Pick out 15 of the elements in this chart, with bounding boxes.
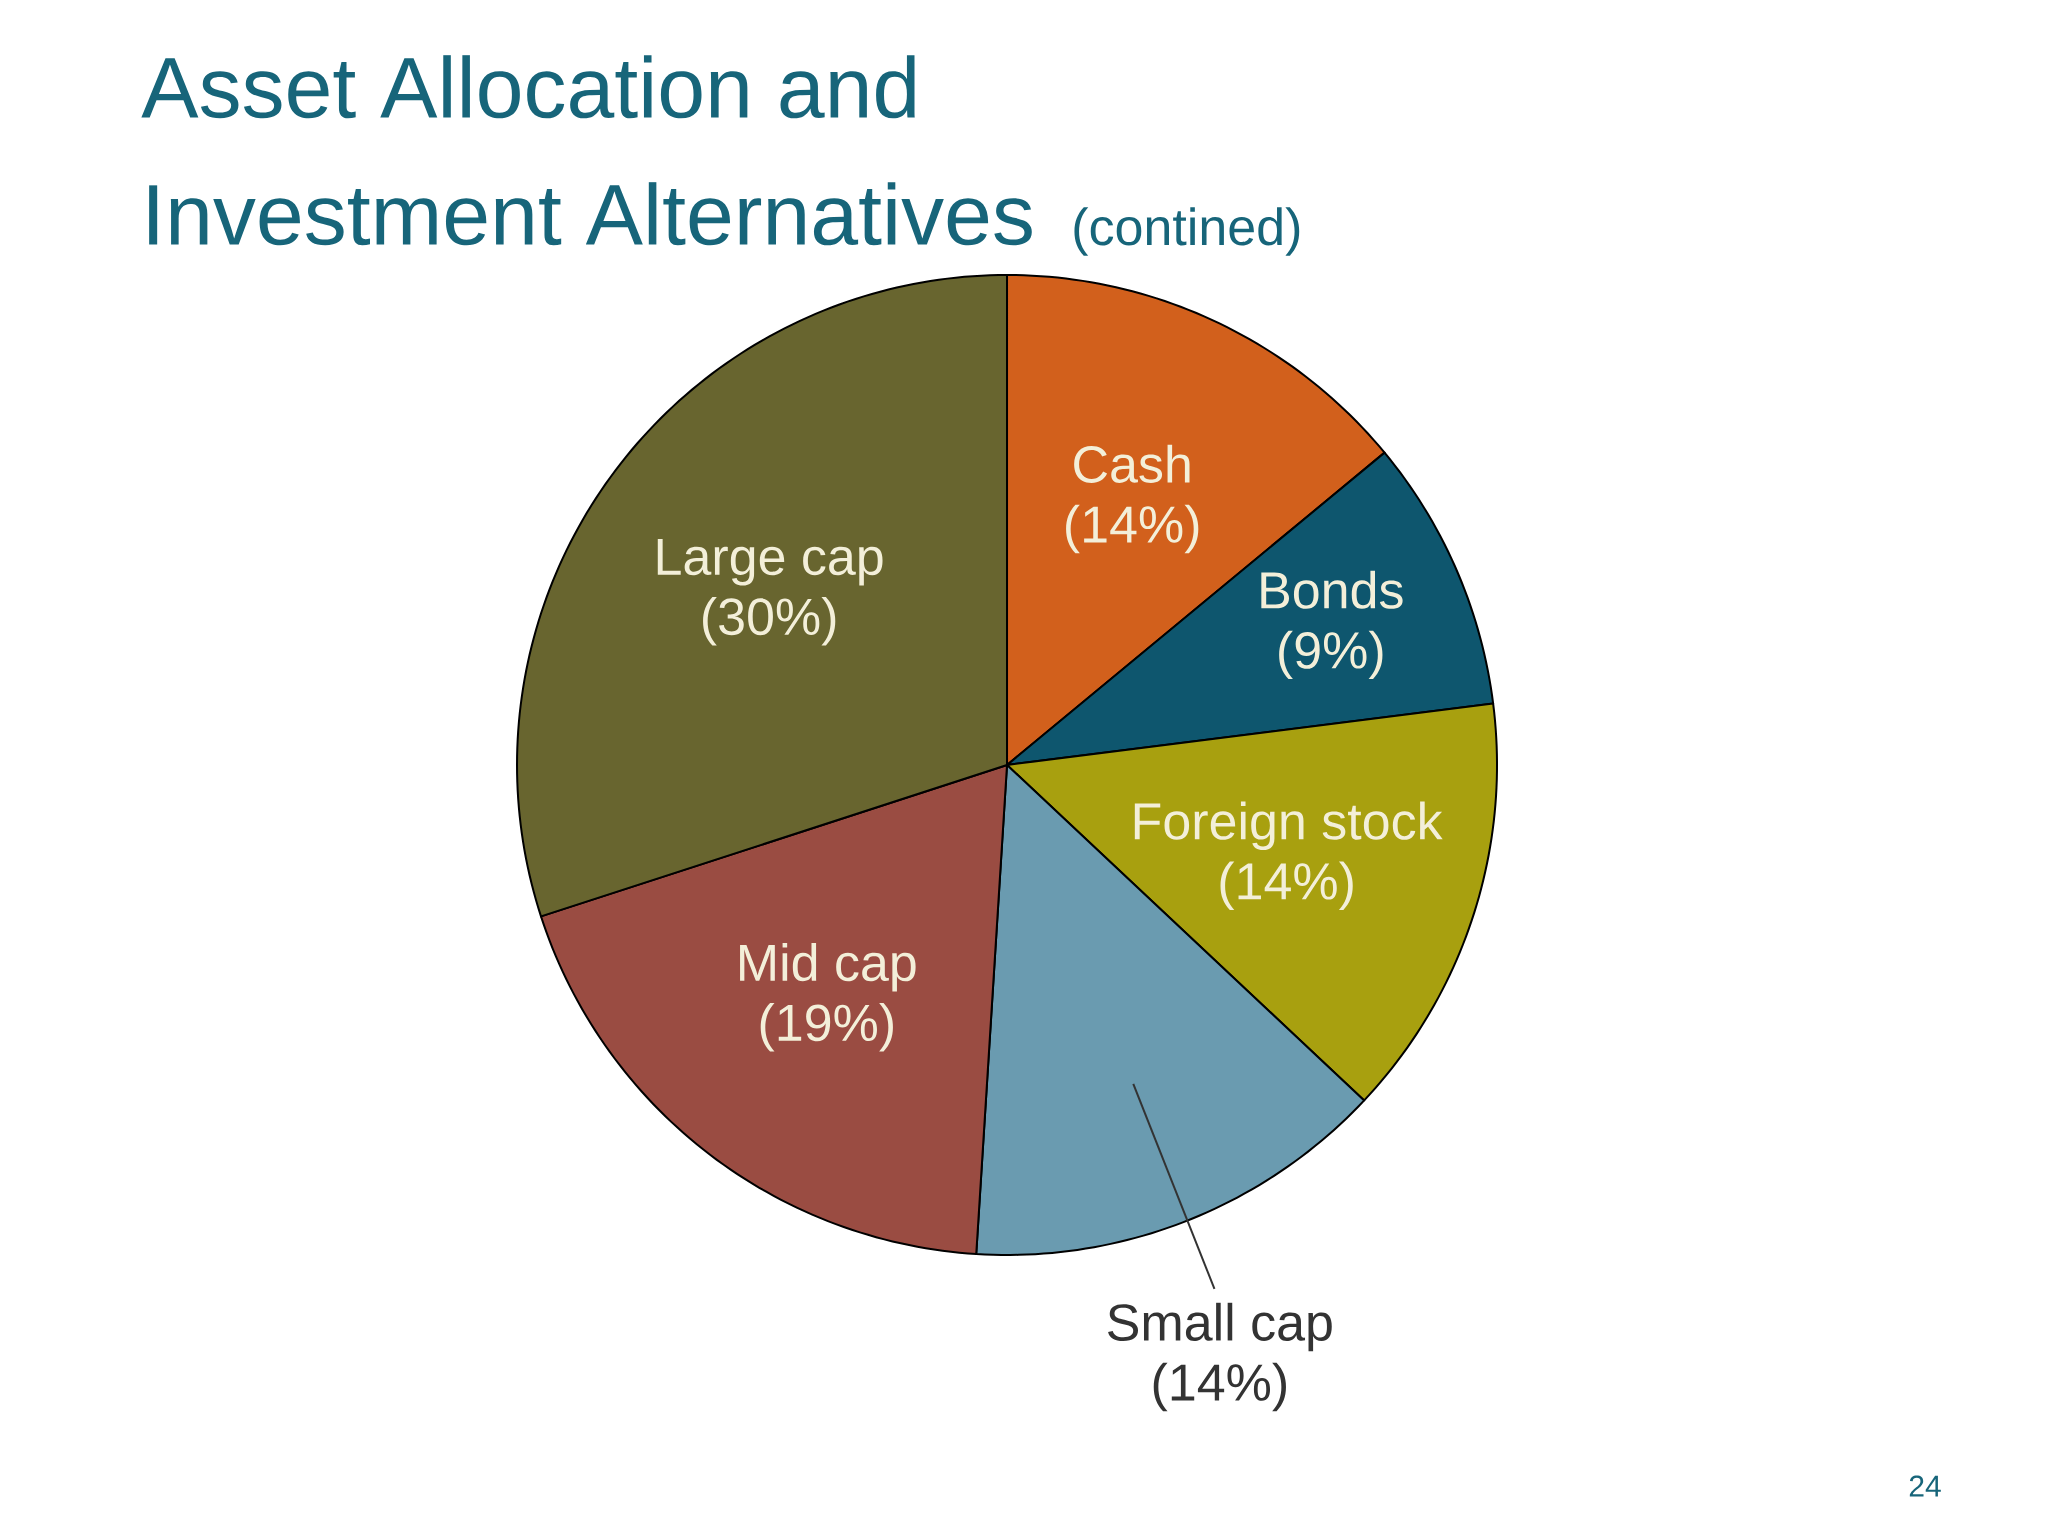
data-label: (30%) — [703, 596, 836, 646]
slice-label: Cash — [1074, 444, 1190, 483]
chart-title: Asset Allocation and Investment Alternatives — [141, 55, 1032, 246]
data-label: (14%) — [1153, 1362, 1286, 1412]
chart-subtitle: (contined) — [1074, 207, 1300, 256]
data-label: (9%) — [1279, 630, 1383, 680]
slice-label: Small cap — [1108, 1302, 1332, 1352]
data-label: (14%) — [1066, 504, 1199, 554]
text: 24 — [1909, 1475, 1941, 1497]
slice-label: Bonds — [1261, 570, 1403, 609]
slice-label: Mid cap — [740, 943, 916, 992]
data-label: (14%) — [1220, 861, 1353, 911]
slice-label: Foreign stock — [1134, 801, 1443, 851]
data-label: (19%) — [760, 1003, 893, 1052]
slice-label: Large cap — [657, 538, 883, 586]
